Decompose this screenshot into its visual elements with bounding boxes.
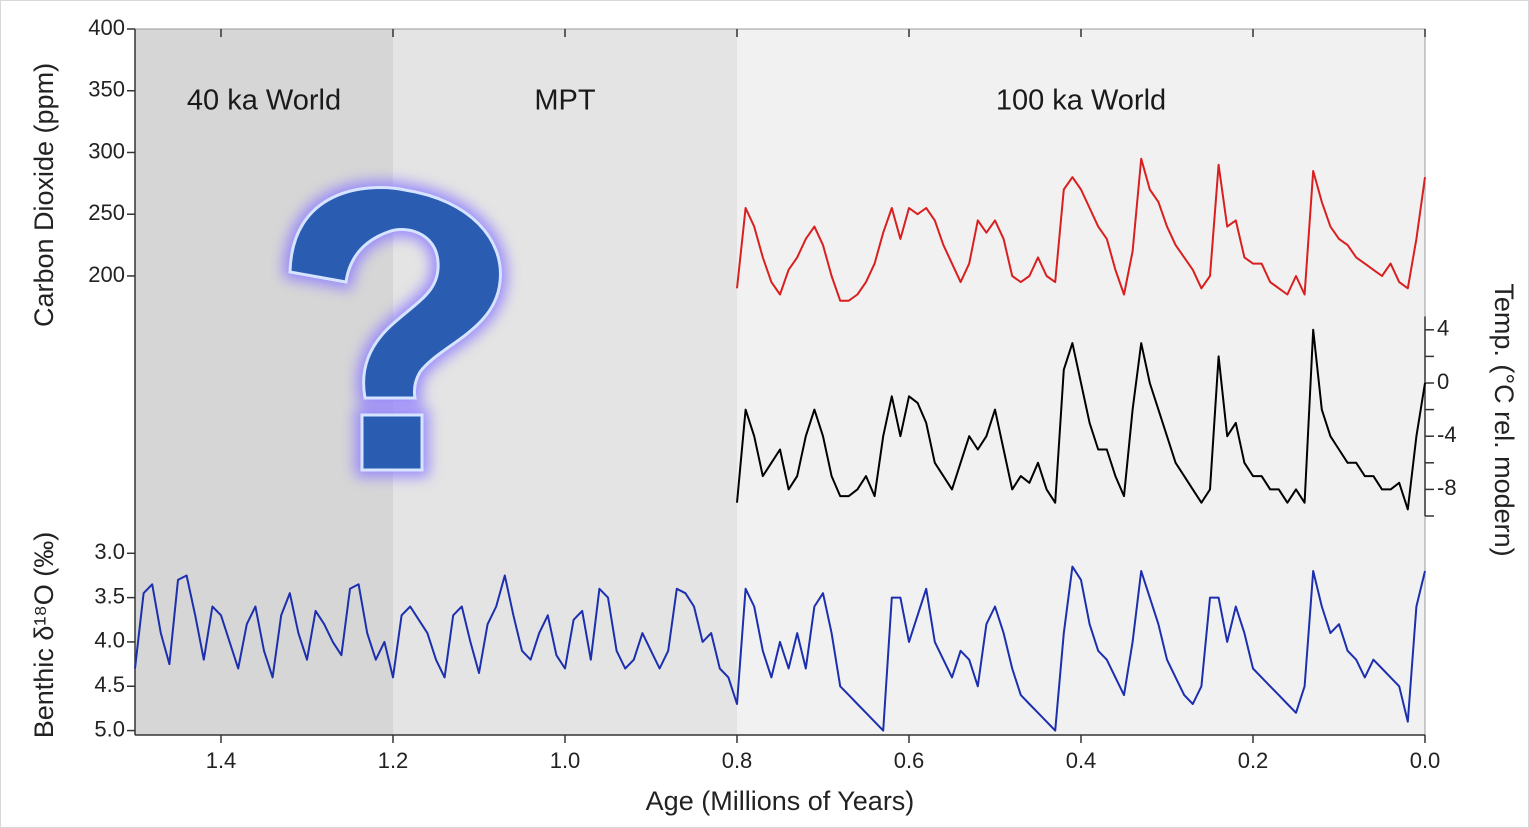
y-tick-label: 400 [88,15,125,40]
y-tick-label: 250 [88,200,125,225]
x-tick-label: 0.8 [722,748,753,773]
series-line [134,565,1426,732]
y3-tick-label: 4.5 [94,672,125,697]
y2-tick-label: 0 [1437,369,1449,394]
y-axis-title: Carbon Dioxide (ppm) [29,63,59,327]
x-tick-label: 1.0 [550,748,581,773]
region-label: 100 ka World [996,85,1166,117]
y3-tick-label: 4.0 [94,628,125,653]
y2-tick-label: 4 [1437,316,1449,341]
y-tick-label: 350 [88,77,125,102]
plot-layer: 1.4 1.2 1.0 0.8 0.6 0.4 0.2 0.0 200 250 300 350 400 3… [88,15,1456,773]
question-mark-icon [282,180,508,477]
x-axis-title: Age (Millions of Years) [646,786,915,816]
y3-axis-title: Benthic δ¹⁸O (‰) [29,532,59,738]
series-line [736,328,1426,511]
x-tick-label: 0.4 [1066,748,1097,773]
y2-tick-label: -8 [1437,475,1457,500]
series-line [736,157,1426,302]
x-tick-label: 0.0 [1410,748,1441,773]
x-tick-label: 1.4 [206,748,237,773]
y-tick-label: 200 [88,262,125,287]
x-tick-label: 0.2 [1238,748,1269,773]
y3-tick-label: 3.0 [94,539,125,564]
region-label: 40 ka World [187,85,341,117]
x-tick-label: 0.6 [894,748,925,773]
regions: 40 ka World MPT 100 ka World [135,29,1425,735]
region-band [135,29,393,735]
x-tick-label: 1.2 [378,748,409,773]
y2-tick-label: -4 [1437,422,1457,447]
region-band [393,29,737,735]
y2-axis-title: Temp. (°C rel. modern) [1489,283,1519,556]
y-tick-label: 300 [88,138,125,163]
y3-tick-label: 3.5 [94,583,125,608]
region-label: MPT [534,85,596,117]
y3-tick-label: 5.0 [94,716,125,741]
